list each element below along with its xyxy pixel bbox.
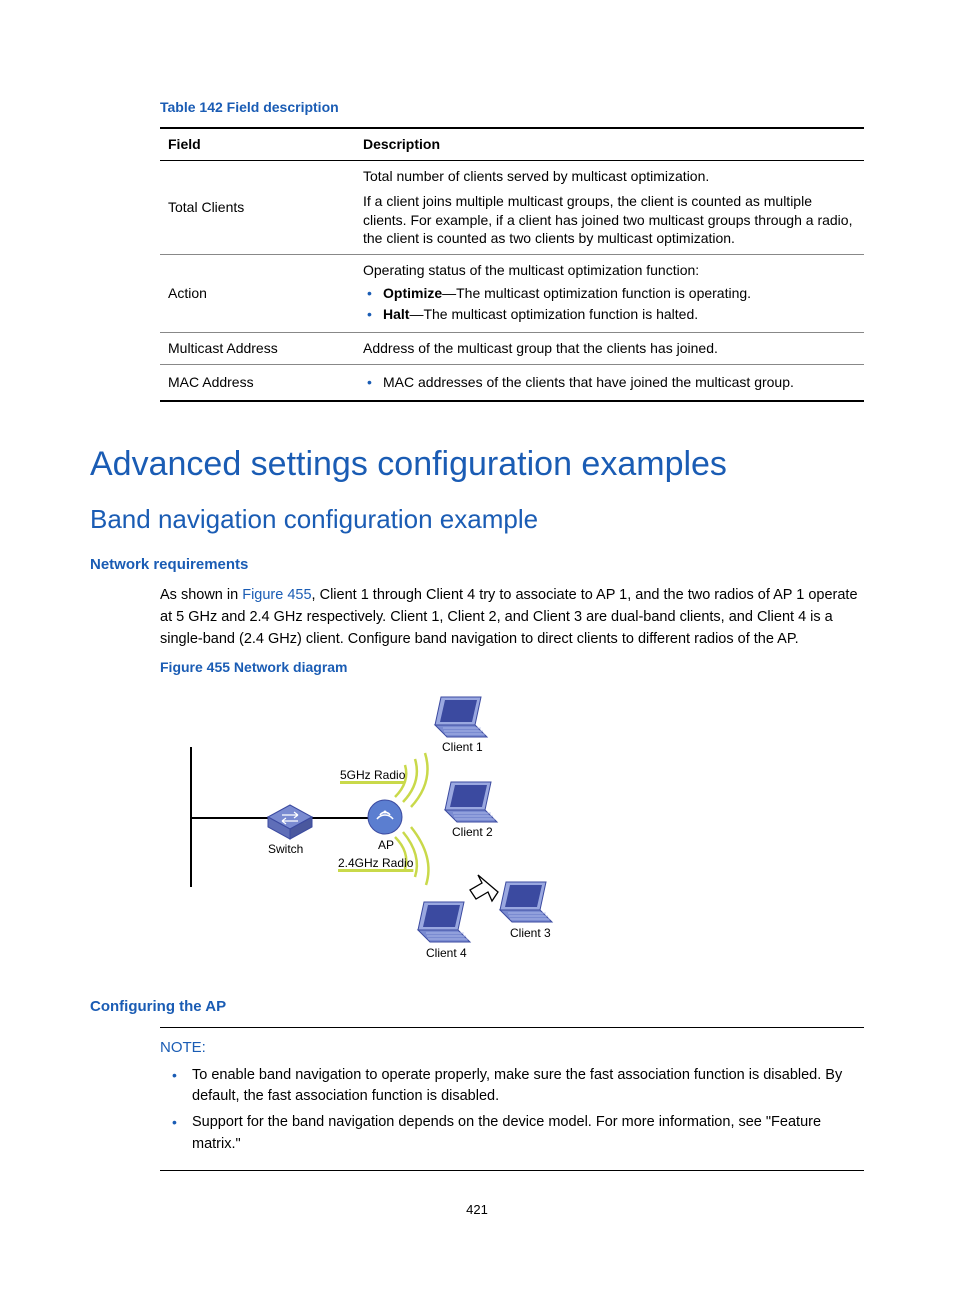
desc-para: Operating status of the multicast optimi…: [363, 261, 856, 280]
cell-field: Action: [160, 255, 355, 333]
cell-field: Multicast Address: [160, 333, 355, 365]
label-ap: AP: [378, 837, 394, 853]
cell-field: Total Clients: [160, 160, 355, 255]
label-client4: Client 4: [426, 945, 467, 961]
network-diagram: Switch AP 5GHz Radio 2.4GHz Radio Client…: [160, 687, 610, 977]
label-client3: Client 3: [510, 925, 551, 941]
bullet-item: Halt—The multicast optimization function…: [363, 305, 856, 324]
note-item: Support for the band navigation depends …: [160, 1112, 864, 1156]
heading-3-configuring: Configuring the AP: [90, 997, 864, 1017]
bullet-item: Optimize—The multicast optimization func…: [363, 284, 856, 303]
bullet-item: MAC addresses of the clients that have j…: [363, 373, 856, 392]
th-field: Field: [160, 128, 355, 160]
text: As shown in: [160, 587, 242, 603]
desc-para: If a client joins multiple multicast gro…: [363, 192, 856, 249]
cell-desc: MAC addresses of the clients that have j…: [355, 364, 864, 400]
cell-field: MAC Address: [160, 364, 355, 400]
note-box: NOTE: To enable band navigation to opera…: [160, 1027, 864, 1170]
table-caption: Table 142 Field description: [160, 98, 864, 117]
desc-para: Total number of clients served by multic…: [363, 167, 856, 186]
paragraph: As shown in Figure 455, Client 1 through…: [160, 585, 864, 650]
label-5ghz: 5GHz Radio: [340, 767, 405, 783]
cell-desc: Total number of clients served by multic…: [355, 160, 864, 255]
cell-desc: Address of the multicast group that the …: [355, 333, 864, 365]
note-item: To enable band navigation to operate pro…: [160, 1065, 864, 1109]
page-number: 421: [90, 1201, 864, 1219]
heading-1: Advanced settings configuration examples: [90, 442, 864, 488]
cell-desc: Operating status of the multicast optimi…: [355, 255, 864, 333]
label-client1: Client 1: [442, 739, 483, 755]
figure-ref-link[interactable]: Figure 455: [242, 587, 311, 603]
label-24ghz: 2.4GHz Radio: [338, 855, 413, 871]
heading-3-requirements: Network requirements: [90, 555, 864, 575]
th-desc: Description: [355, 128, 864, 160]
field-description-table: Field Description Total Clients Total nu…: [160, 127, 864, 402]
label-client2: Client 2: [452, 824, 493, 840]
label-switch: Switch: [268, 841, 303, 857]
heading-2: Band navigation configuration example: [90, 502, 864, 537]
note-label: NOTE:: [160, 1038, 864, 1058]
figure-caption: Figure 455 Network diagram: [160, 658, 864, 677]
